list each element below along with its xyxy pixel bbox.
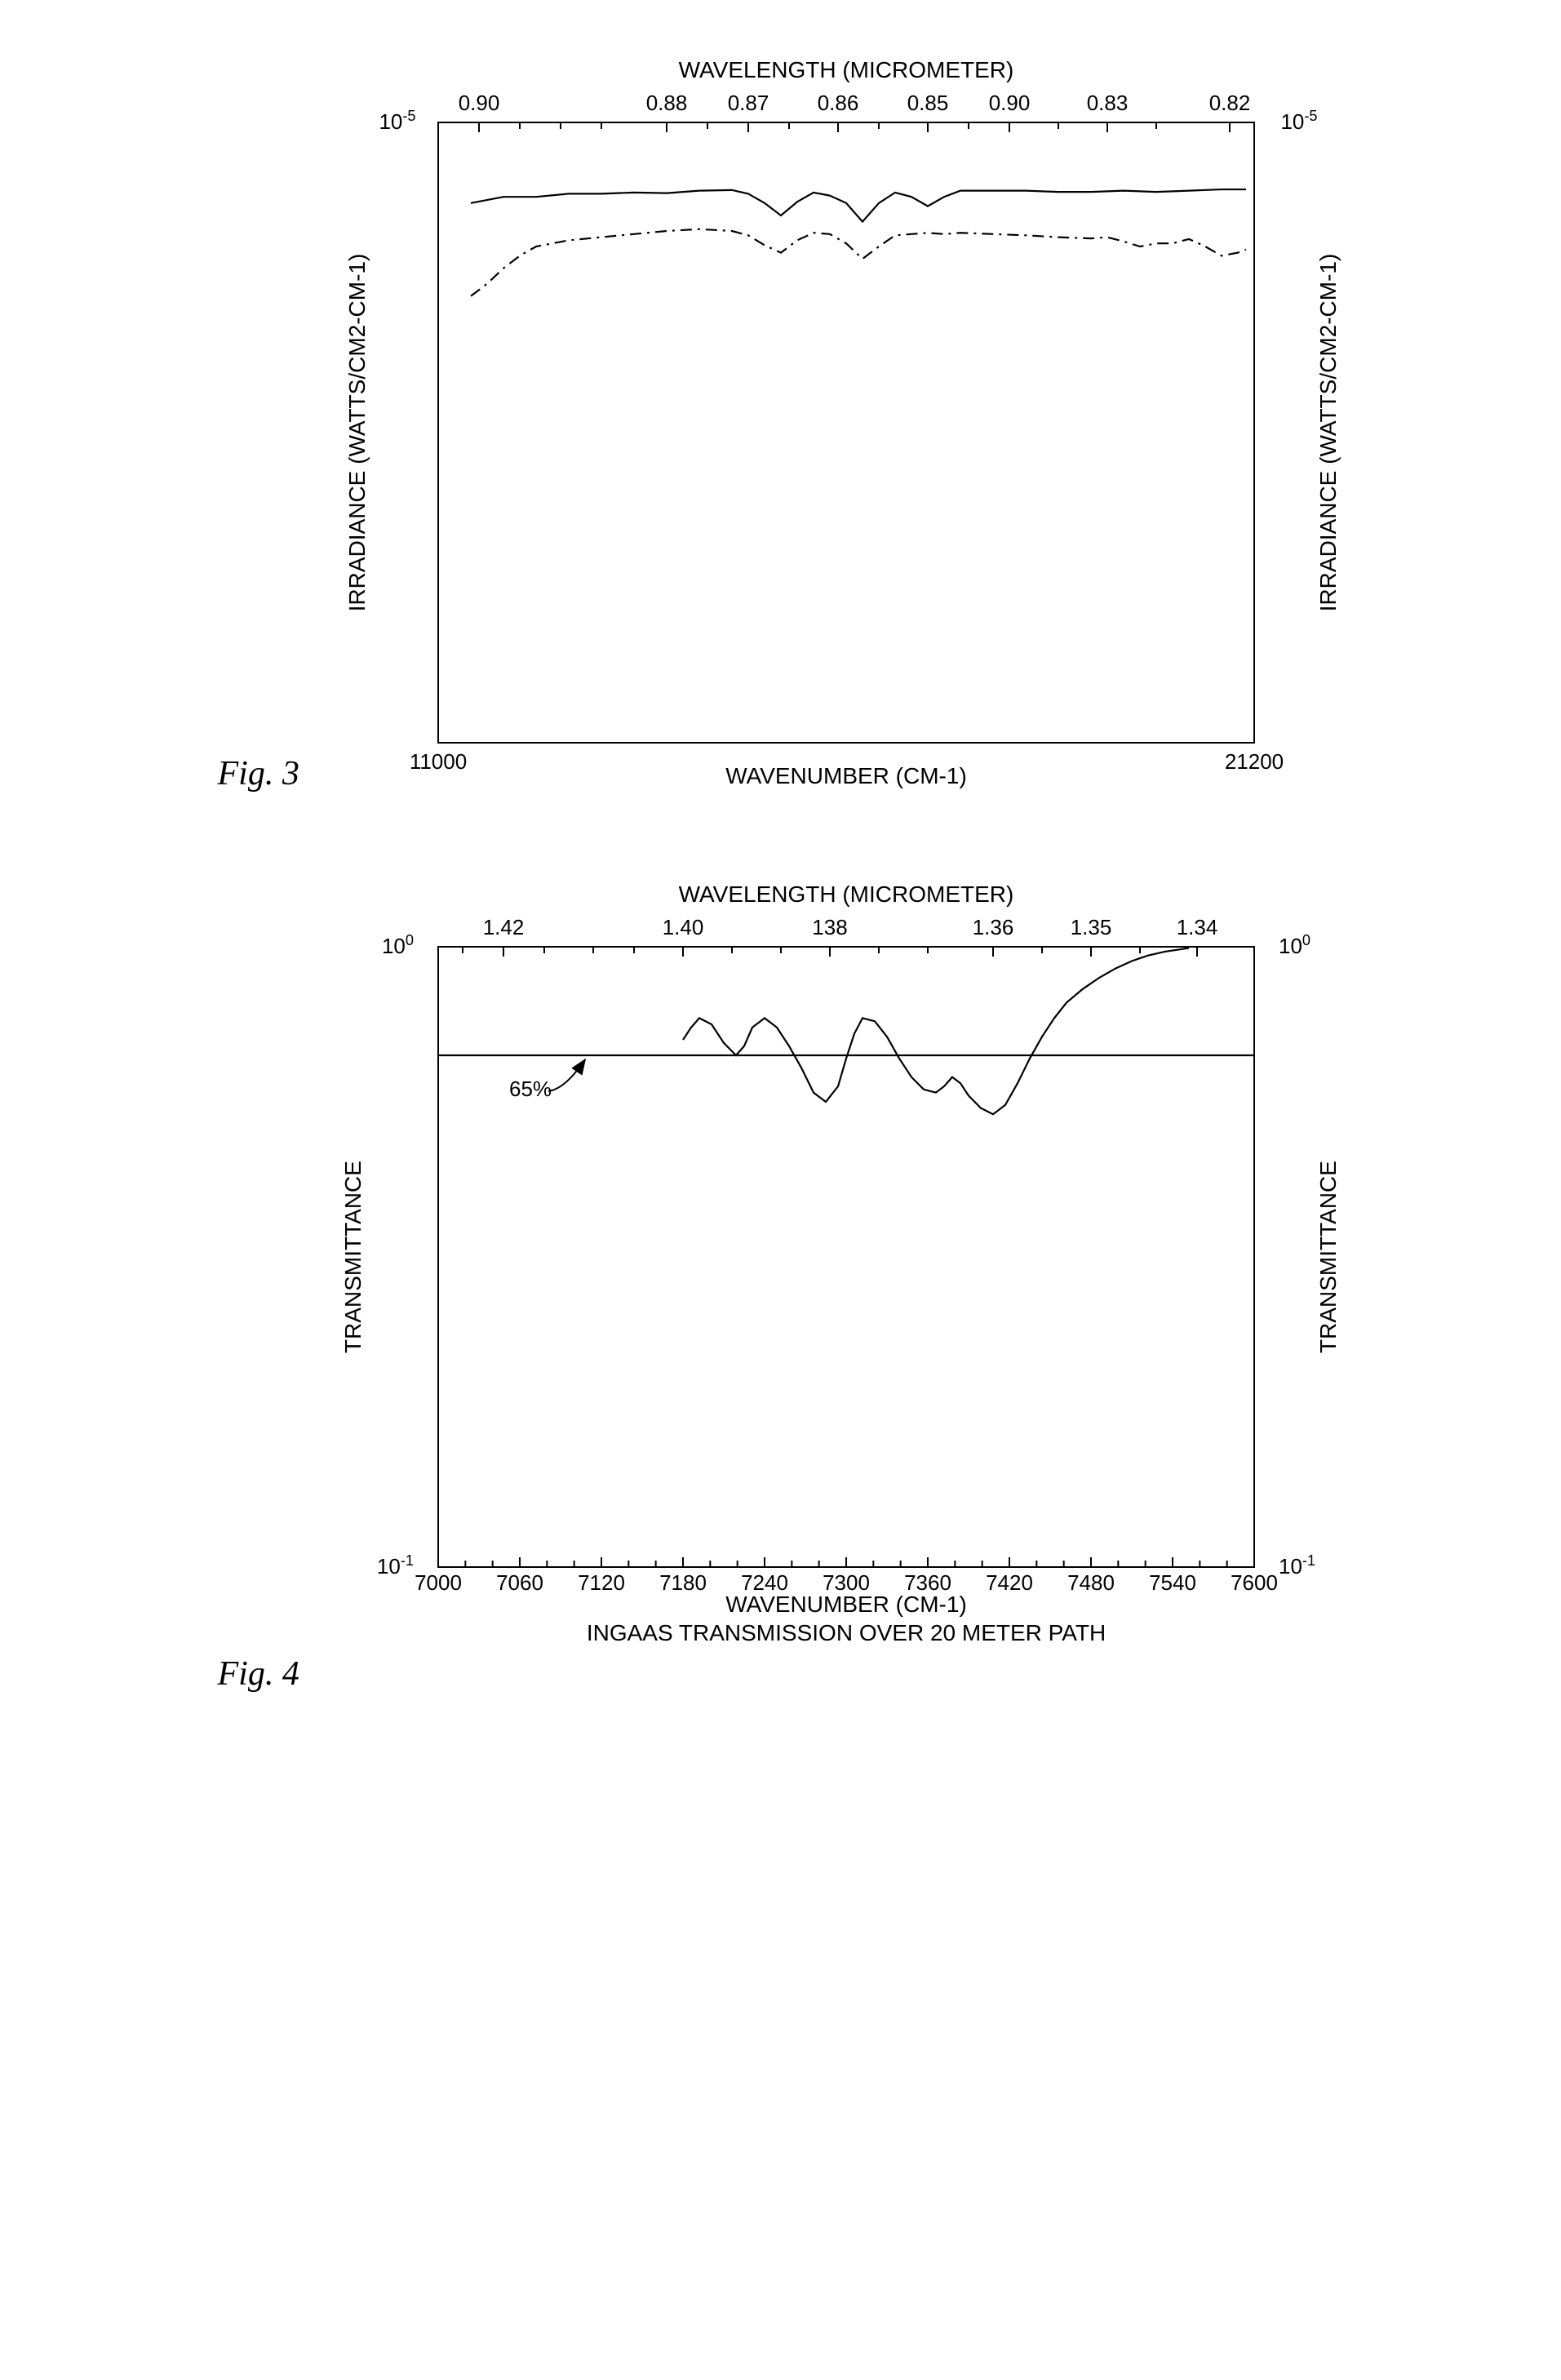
- svg-text:100: 100: [1279, 932, 1310, 958]
- svg-text:IRRADIANCE (WATTS/CM2-CM-1): IRRADIANCE (WATTS/CM2-CM-1): [344, 254, 370, 612]
- svg-text:TRANSMITTANCE: TRANSMITTANCE: [1315, 1161, 1341, 1353]
- svg-text:10-1: 10-1: [376, 1552, 413, 1579]
- svg-text:7480: 7480: [1067, 1570, 1115, 1595]
- figure-4-label: Fig. 4: [218, 1654, 299, 1694]
- svg-text:21200: 21200: [1224, 749, 1283, 774]
- svg-text:0.85: 0.85: [907, 91, 948, 115]
- svg-text:IRRADIANCE (WATTS/CM2-CM-1): IRRADIANCE (WATTS/CM2-CM-1): [1315, 254, 1341, 612]
- svg-text:10-5: 10-5: [379, 108, 415, 134]
- svg-text:0.90: 0.90: [988, 91, 1030, 115]
- svg-text:0.82: 0.82: [1208, 91, 1250, 115]
- svg-text:1.40: 1.40: [662, 915, 703, 939]
- svg-text:7600: 7600: [1231, 1570, 1278, 1595]
- svg-text:7180: 7180: [659, 1570, 707, 1595]
- figure-3-chart: WAVELENGTH (MICROMETER) 0.90 0.88 0.87 0.86 0…: [210, 49, 1352, 808]
- svg-text:WAVENUMBER (CM-1): WAVENUMBER (CM-1): [725, 763, 967, 788]
- figure-3-label: Fig. 3: [218, 754, 299, 793]
- svg-text:7000: 7000: [415, 1570, 462, 1595]
- svg-text:138: 138: [812, 915, 847, 939]
- svg-text:INGAAS TRANSMISSION OVER 20 ME: INGAAS TRANSMISSION OVER 20 METER PATH: [586, 1620, 1105, 1645]
- svg-text:7540: 7540: [1149, 1570, 1196, 1595]
- svg-text:1.35: 1.35: [1070, 915, 1111, 939]
- svg-text:WAVENUMBER (CM-1): WAVENUMBER (CM-1): [725, 1592, 967, 1617]
- figure-3: WAVELENGTH (MICROMETER) 0.90 0.88 0.87 0.86 0…: [210, 49, 1352, 808]
- svg-text:100: 100: [381, 932, 413, 958]
- svg-text:7060: 7060: [496, 1570, 543, 1595]
- svg-text:65%: 65%: [509, 1077, 552, 1101]
- figure-4: WAVELENGTH (MICROMETER) 1.42 1.40 138 1.36 1.…: [210, 873, 1352, 1681]
- svg-text:7360: 7360: [904, 1570, 951, 1595]
- svg-text:0.83: 0.83: [1086, 91, 1128, 115]
- svg-text:10-1: 10-1: [1279, 1552, 1315, 1579]
- svg-text:0.87: 0.87: [727, 91, 769, 115]
- svg-text:TRANSMITTANCE: TRANSMITTANCE: [340, 1161, 366, 1353]
- svg-text:7300: 7300: [823, 1570, 870, 1595]
- svg-text:10-5: 10-5: [1280, 108, 1317, 134]
- figure-4-chart: WAVELENGTH (MICROMETER) 1.42 1.40 138 1.36 1.…: [210, 873, 1352, 1681]
- svg-text:WAVELENGTH (MICROMETER): WAVELENGTH (MICROMETER): [678, 57, 1013, 82]
- svg-text:7420: 7420: [986, 1570, 1033, 1595]
- svg-text:1.34: 1.34: [1176, 915, 1217, 939]
- svg-text:0.86: 0.86: [817, 91, 858, 115]
- svg-text:7120: 7120: [578, 1570, 625, 1595]
- svg-text:7240: 7240: [741, 1570, 788, 1595]
- svg-text:WAVELENGTH (MICROMETER): WAVELENGTH (MICROMETER): [678, 881, 1013, 907]
- svg-text:1.42: 1.42: [482, 915, 524, 939]
- svg-text:0.90: 0.90: [458, 91, 499, 115]
- svg-text:0.88: 0.88: [645, 91, 687, 115]
- svg-text:11000: 11000: [409, 749, 466, 774]
- svg-text:1.36: 1.36: [972, 915, 1013, 939]
